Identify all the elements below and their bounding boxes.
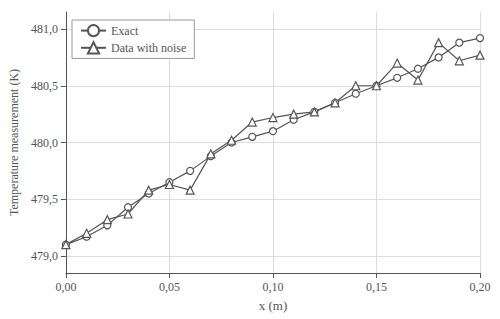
svg-text:480,0: 480,0 bbox=[31, 136, 58, 150]
svg-text:0,15: 0,15 bbox=[366, 280, 387, 294]
svg-text:0,10: 0,10 bbox=[262, 280, 283, 294]
svg-text:Data with noise: Data with noise bbox=[111, 41, 186, 55]
svg-text:0,00: 0,00 bbox=[55, 280, 76, 294]
svg-text:479,0: 479,0 bbox=[31, 249, 58, 263]
svg-text:0,05: 0,05 bbox=[159, 280, 180, 294]
svg-text:Exact: Exact bbox=[111, 24, 139, 38]
svg-text:x (m): x (m) bbox=[259, 298, 288, 313]
svg-text:481,0: 481,0 bbox=[31, 22, 58, 36]
svg-text:0,20: 0,20 bbox=[470, 280, 491, 294]
svg-text:Temperature measurement (K): Temperature measurement (K) bbox=[7, 69, 21, 216]
svg-text:480,5: 480,5 bbox=[31, 79, 58, 93]
svg-text:479,5: 479,5 bbox=[31, 192, 58, 206]
